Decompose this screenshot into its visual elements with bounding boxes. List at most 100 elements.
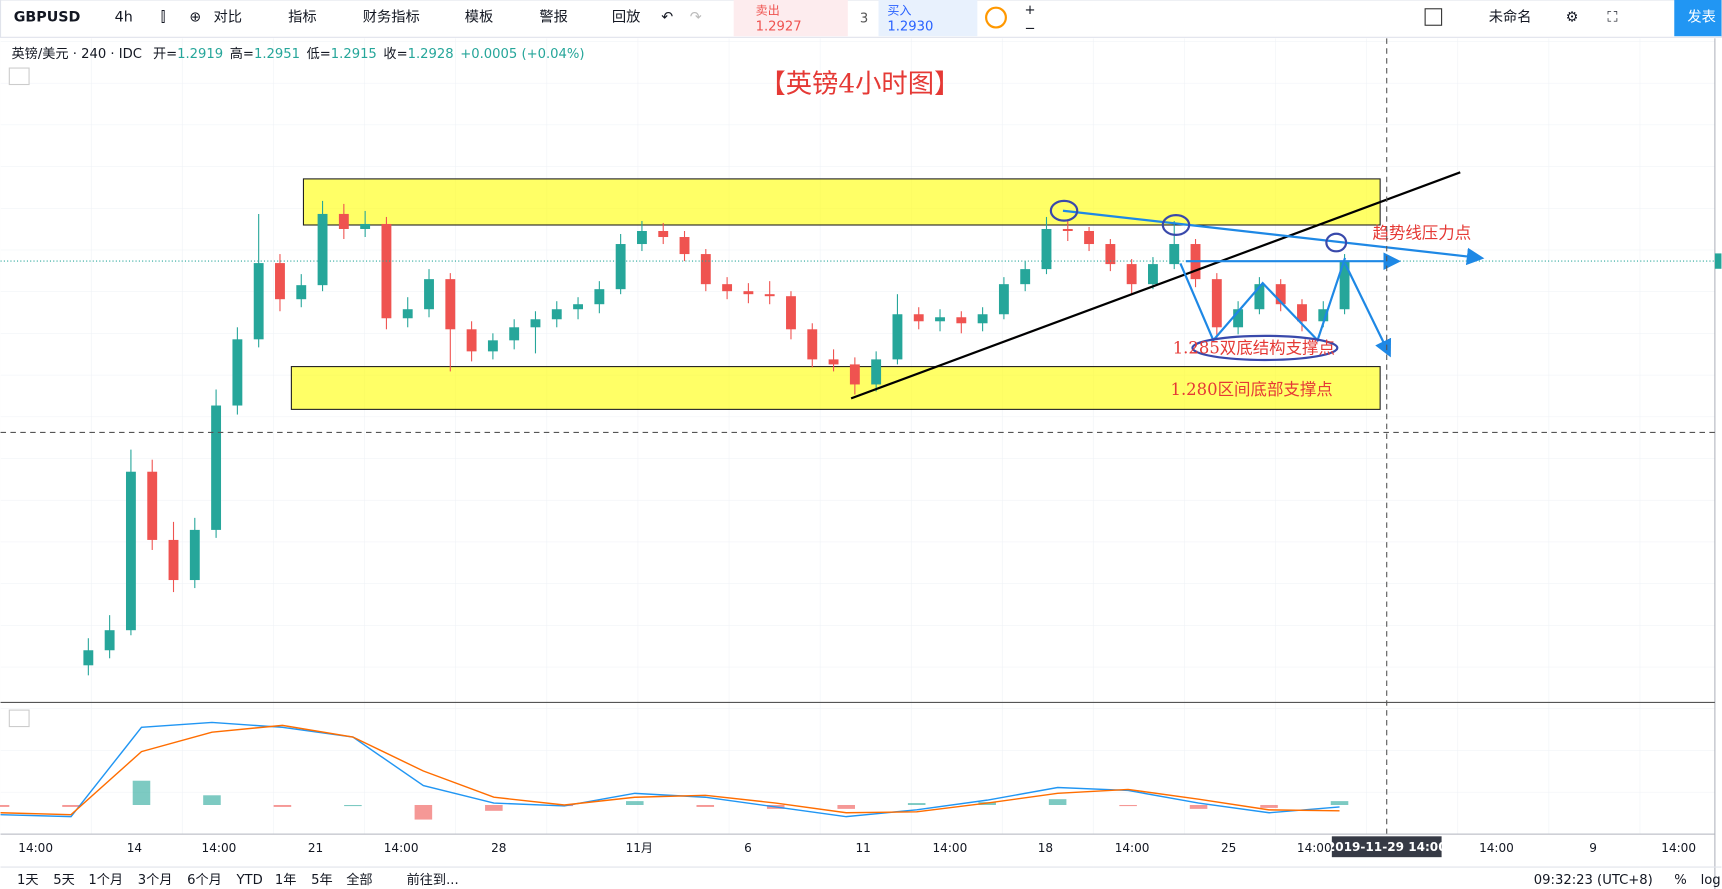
range-button[interactable]: 1年 (275, 872, 297, 888)
high-circle (1325, 232, 1348, 253)
candle-body (594, 289, 605, 305)
macd-histogram-bar (696, 804, 715, 807)
x-tick-label: 14:00 (384, 841, 419, 855)
plus[interactable]: + (1025, 3, 1036, 18)
candle-body (998, 284, 1009, 315)
range-button[interactable]: YTD (236, 873, 263, 888)
macd-histogram-bar (1189, 804, 1208, 809)
candle-body (828, 359, 839, 365)
candle-body (402, 309, 413, 319)
x-tick-label: 14:00 (1479, 841, 1514, 855)
candle-body (424, 279, 434, 310)
candle-body (573, 304, 583, 310)
x-tick-label: 11月 (626, 841, 653, 855)
x-tick-label: 14:00 (18, 841, 53, 855)
range-button[interactable]: 1个月 (88, 872, 123, 888)
down-arrow (1344, 262, 1392, 358)
percent-toggle[interactable]: % (1674, 873, 1687, 888)
settings-icon[interactable]: ⚙ (1566, 10, 1579, 26)
macd-histogram-bar (837, 804, 855, 809)
range-button[interactable]: 5年 (311, 872, 333, 888)
redo: ↷ (690, 10, 702, 26)
candle-body (786, 296, 796, 330)
candle-body (317, 213, 328, 286)
candle-body (551, 309, 562, 320)
candle-body (1062, 228, 1073, 231)
candle-body (700, 254, 711, 285)
templates[interactable]: 模板 (465, 9, 494, 26)
drawings-front: 【英镑4小时图】 趋势线压力点 1.285双底结构支撑点 1.280区间底部支撑… (0, 38, 1715, 835)
sell-price: 1.2927 (756, 19, 802, 34)
candle-body (871, 359, 882, 385)
compare-icon: ⊕ (189, 10, 201, 26)
range-button[interactable]: 6个月 (187, 872, 222, 888)
collapse-button[interactable] (8, 67, 30, 86)
alert[interactable]: 警报 (539, 9, 568, 26)
chart-title: 【英镑4小时图】 (759, 70, 960, 100)
candle-body (211, 405, 222, 530)
resistance-zone (302, 178, 1381, 226)
candle-body (1297, 304, 1307, 322)
crosshair-label-box (1331, 836, 1442, 858)
info-icon[interactable] (985, 6, 1007, 29)
symbol[interactable]: GBPUSD (14, 10, 81, 26)
range-button[interactable]: 全部 (346, 871, 372, 888)
macd-histogram-bar (626, 801, 644, 805)
compare[interactable]: 对比 (213, 9, 242, 26)
indicators[interactable]: 指标 (288, 9, 317, 26)
range-button[interactable]: 3个月 (138, 872, 173, 888)
candle-body (338, 213, 349, 229)
low-label: 低= (307, 46, 331, 62)
candle-body (381, 223, 392, 319)
x-tick-label: 14:00 (1297, 841, 1332, 855)
x-tick-label: 14:00 (202, 841, 237, 855)
candle-body (487, 340, 498, 352)
candle-body (892, 314, 903, 360)
candle-body (509, 327, 520, 341)
high-value: 1.2951 (254, 47, 300, 62)
macd-histogram-bar (1330, 801, 1349, 805)
macd-histogram-bar (273, 804, 292, 807)
candle-body (125, 471, 136, 631)
bar-style-icon[interactable]: ⫿ (161, 10, 166, 26)
replay[interactable]: 回放 (612, 9, 641, 26)
candle-body (722, 284, 733, 292)
high-label: 高= (230, 45, 254, 62)
interval[interactable]: 4h (115, 10, 133, 26)
candle-body (1318, 309, 1329, 322)
macd-histogram-bar (1119, 804, 1137, 807)
goto[interactable]: 前往到... (407, 871, 459, 888)
high-circle (1161, 214, 1191, 236)
financials[interactable]: 财务指标 (363, 9, 420, 26)
x-tick-label: 14:00 (933, 841, 968, 855)
x-tick-label: 6 (744, 841, 752, 855)
candles (0, 200, 1722, 676)
fullscreen-icon[interactable]: ⛶ (1607, 10, 1617, 26)
publish-button[interactable] (1674, 0, 1722, 37)
undo[interactable]: ↶ (661, 10, 673, 26)
open-value: 1.2919 (177, 47, 223, 62)
x-tick-label: 14:00 (1661, 841, 1696, 855)
buy-box[interactable] (878, 0, 978, 37)
candle-body (913, 314, 924, 322)
range-button[interactable]: 5天 (53, 873, 75, 888)
log-toggle[interactable]: log (1701, 873, 1721, 888)
sell-box[interactable] (733, 0, 848, 37)
candle-body (104, 630, 115, 651)
layout-icon[interactable] (1424, 8, 1443, 26)
candle-body (935, 317, 945, 322)
candle-body (232, 339, 243, 406)
candle-body (1339, 261, 1350, 310)
macd-collapse-button[interactable] (8, 709, 30, 728)
candle-body (849, 364, 860, 385)
macd-histogram-bar (62, 804, 80, 807)
layout-name[interactable]: 未命名 (1489, 8, 1532, 26)
candle-body (253, 263, 264, 340)
minus[interactable]: − (1025, 22, 1036, 37)
macd-line (0, 724, 1340, 816)
range-button[interactable]: 1天 (17, 873, 39, 888)
candle-body (530, 319, 541, 328)
close-label: 收= (383, 46, 407, 62)
